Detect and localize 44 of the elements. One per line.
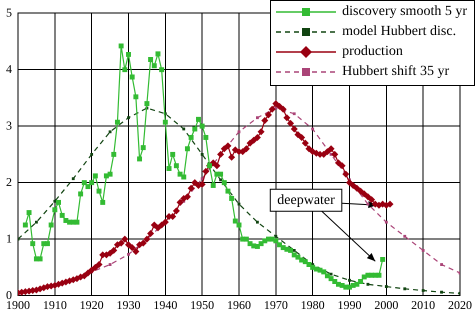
x-tick-label: 2000 (374, 298, 398, 312)
point (35, 220, 38, 224)
point (292, 249, 296, 252)
point (422, 289, 425, 292)
x-tick-label: 1960 (227, 298, 251, 312)
point (238, 202, 240, 206)
legend-label: production (342, 44, 403, 60)
point (219, 178, 222, 182)
point (440, 290, 443, 294)
x-tick-label: 1990 (338, 298, 362, 312)
legend-label: discovery smooth 5 yr (342, 4, 467, 20)
x-tick-label: 2020 (448, 298, 472, 312)
y-tick-label: 5 (6, 5, 12, 20)
x-tick-label: 1980 (300, 298, 325, 312)
point (200, 152, 204, 156)
point (256, 220, 259, 224)
y-tick-label: 1 (6, 231, 12, 246)
x-tick-label: 1970 (264, 298, 288, 312)
point (366, 282, 370, 286)
point (90, 152, 94, 156)
point (384, 285, 388, 288)
annotation: deepwater (277, 192, 336, 208)
y-tick-label: 3 (6, 118, 12, 132)
x-tick-label: 1920 (80, 298, 104, 312)
legend-label: model Hubbert disc. (342, 24, 456, 40)
point (366, 202, 370, 206)
point (108, 263, 112, 266)
point (182, 128, 186, 130)
point (238, 130, 240, 134)
point (311, 128, 314, 130)
point (127, 252, 130, 256)
point (127, 116, 130, 120)
x-tick-label: 1940 (153, 298, 178, 312)
y-tick-label: 4 (6, 62, 12, 76)
x-tick-label: 1930 (116, 298, 140, 312)
point (256, 116, 259, 120)
point (348, 278, 351, 282)
point (108, 130, 112, 134)
x-tick-label: 2010 (411, 298, 436, 312)
y-tick-label: 2 (6, 174, 12, 189)
point (422, 249, 425, 252)
legend-label: Hubbert shift 35 yr (342, 64, 450, 80)
x-tick-label: 1910 (42, 298, 67, 312)
x-tick-label: 1950 (190, 298, 214, 312)
